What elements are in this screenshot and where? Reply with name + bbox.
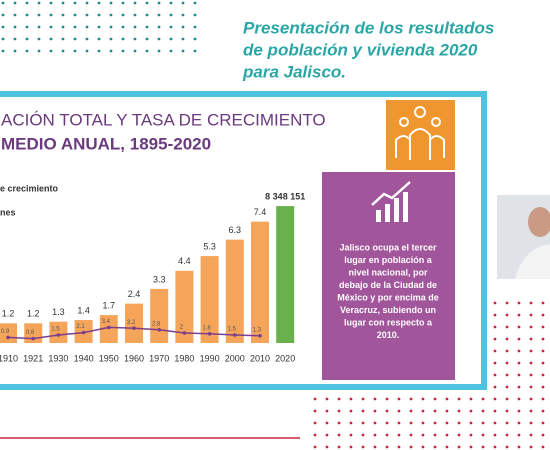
line-label: 2.8 (152, 321, 161, 327)
line-point (56, 333, 61, 337)
x-tick-label: 1950 (99, 353, 119, 363)
bar-label: 7.4 (254, 207, 267, 217)
bar (276, 206, 295, 343)
bar-label: 4.4 (178, 256, 191, 266)
bar (49, 321, 68, 343)
bar-label: 1.2 (2, 309, 15, 319)
dot-pattern (305, 395, 550, 450)
x-tick-label: 1921 (23, 353, 43, 363)
header-title: de población y vivienda 2020 (243, 40, 478, 59)
line-label: 1.5 (51, 327, 60, 333)
x-tick-label: 2020 (275, 353, 295, 363)
bar (251, 221, 269, 343)
note-line: Jalisco ocupa el tercer (339, 242, 437, 252)
line-label: 1.3 (253, 327, 262, 333)
bar (200, 256, 219, 343)
bar-label: 8 348 151 (265, 191, 305, 201)
x-tick-label: 1910 (0, 353, 18, 363)
bar-label: 6.3 (229, 225, 242, 235)
bar-label: 1.7 (103, 300, 116, 310)
bar-label: 3.3 (153, 274, 166, 284)
chart: e crecimiento nes 1910 1921 1930 1940 1950 1960… (0, 183, 305, 363)
x-tick-label: 2010 (250, 353, 270, 363)
header: Presentación de los resultados de poblac… (242, 18, 494, 81)
line-point (207, 332, 212, 336)
x-tick-label: 1940 (74, 353, 94, 363)
bar-label: 1.2 (27, 309, 40, 319)
line-point (132, 326, 136, 331)
bar (225, 239, 244, 343)
people-icon (395, 106, 445, 160)
line-point (157, 328, 161, 332)
x-tick-label: 1970 (149, 353, 169, 363)
dot-pattern (488, 300, 550, 390)
slide-title: ACIÓN TOTAL Y TASA DE CRECIMIENTO (1, 110, 326, 129)
header-title: Presentación de los resultados (243, 18, 494, 37)
line-label: 0.9 (1, 329, 10, 335)
note-line: debajo de la Ciudad de (339, 280, 437, 290)
x-tick-label: 1990 (200, 353, 220, 363)
line-point (258, 334, 262, 338)
x-tick-label: 1980 (174, 353, 194, 363)
note-line: Veracruz, subiendo un (340, 305, 436, 315)
bar-label: 5.3 (203, 241, 216, 251)
legend-label: e crecimiento (0, 183, 59, 193)
line-point (233, 333, 237, 337)
line-point (107, 325, 111, 330)
line-label: 1.8 (202, 325, 211, 331)
x-tick-label: 1960 (124, 353, 144, 363)
bar-label: 1.3 (52, 307, 65, 317)
legend-label: nes (0, 207, 16, 217)
note-line: lugar con respecto a (344, 317, 433, 327)
bar (175, 270, 194, 343)
bar-label: 2.4 (128, 289, 141, 299)
note-line: nivel nacional, por (348, 267, 428, 277)
line-label: 3.4 (102, 319, 111, 325)
line-label: 2 (180, 325, 184, 331)
note: Jalisco ocupa el tercer lugar en població… (337, 242, 439, 340)
icon-box (386, 100, 455, 170)
note-line: lugar en población a (344, 255, 433, 265)
x-tick-label: 1930 (48, 353, 68, 363)
x-tick-label: 2000 (225, 353, 245, 363)
slide-title: MEDIO ANUAL, 1895-2020 (1, 134, 211, 153)
line-label: 1.5 (228, 327, 237, 333)
line-label: 3.2 (127, 320, 136, 326)
line-point (6, 335, 10, 340)
line-label: 2.1 (76, 324, 85, 330)
line-point (81, 330, 86, 335)
chart-icon (371, 181, 411, 222)
bar-label: 1.4 (77, 305, 90, 315)
webcam-person (515, 207, 550, 279)
note-line: México y por encima de (337, 292, 439, 302)
line-label: 0.6 (26, 330, 35, 336)
line-point (182, 331, 187, 335)
header-title: para Jalisco. (242, 62, 346, 81)
dot-pattern (0, 0, 200, 55)
line-point (31, 336, 35, 341)
bar (150, 288, 169, 343)
bar (125, 303, 143, 343)
note-line: 2010. (377, 330, 400, 340)
